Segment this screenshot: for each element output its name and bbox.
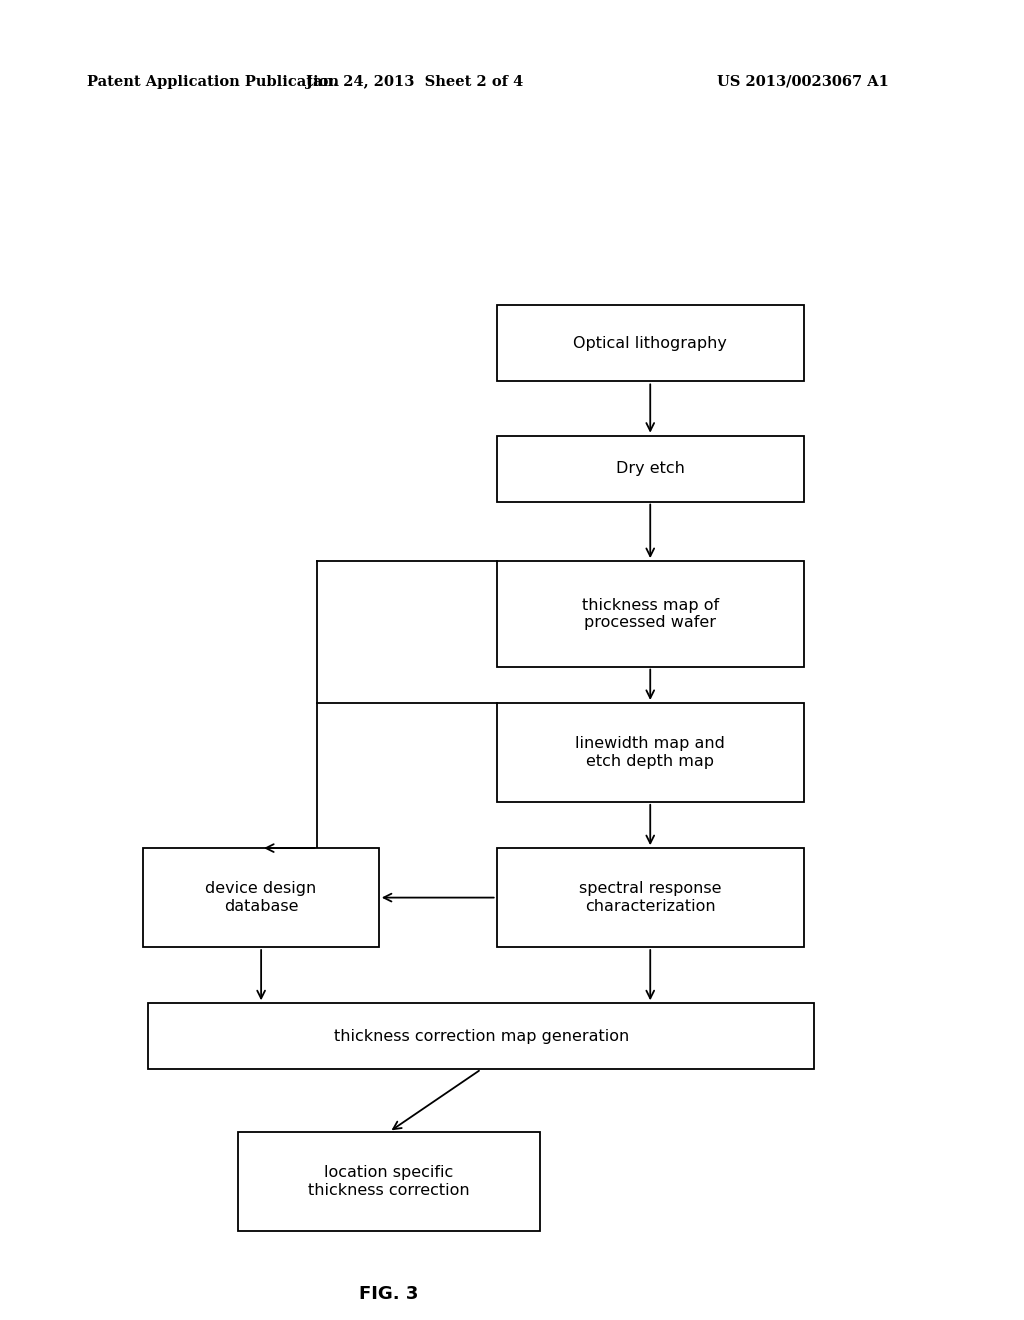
Text: Dry etch: Dry etch	[615, 461, 685, 477]
FancyBboxPatch shape	[497, 847, 804, 948]
Text: Optical lithography: Optical lithography	[573, 335, 727, 351]
Text: Patent Application Publication: Patent Application Publication	[87, 75, 339, 88]
Text: thickness map of
processed wafer: thickness map of processed wafer	[582, 598, 719, 630]
FancyBboxPatch shape	[497, 561, 804, 667]
Text: thickness correction map generation: thickness correction map generation	[334, 1028, 629, 1044]
FancyBboxPatch shape	[143, 847, 379, 948]
FancyBboxPatch shape	[497, 305, 804, 381]
FancyBboxPatch shape	[497, 702, 804, 801]
FancyBboxPatch shape	[497, 436, 804, 502]
Text: linewidth map and
etch depth map: linewidth map and etch depth map	[575, 737, 725, 768]
Text: US 2013/0023067 A1: US 2013/0023067 A1	[717, 75, 889, 88]
Text: device design
database: device design database	[206, 882, 316, 913]
FancyBboxPatch shape	[238, 1131, 541, 1230]
Text: spectral response
characterization: spectral response characterization	[579, 882, 722, 913]
Text: Jan. 24, 2013  Sheet 2 of 4: Jan. 24, 2013 Sheet 2 of 4	[306, 75, 523, 88]
FancyBboxPatch shape	[148, 1003, 814, 1069]
Text: location specific
thickness correction: location specific thickness correction	[308, 1166, 470, 1197]
Text: FIG. 3: FIG. 3	[359, 1286, 419, 1303]
